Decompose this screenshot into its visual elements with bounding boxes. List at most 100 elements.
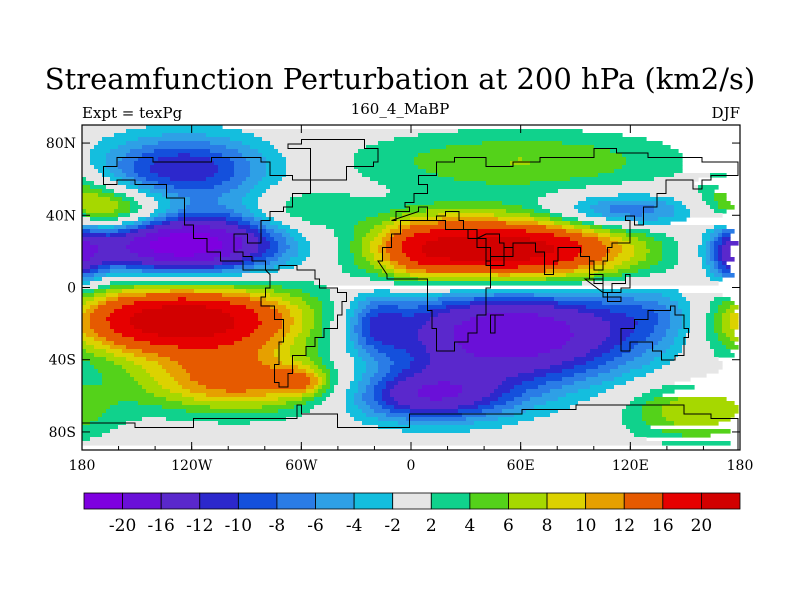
contour-cell	[130, 229, 139, 234]
contour-cell	[258, 229, 267, 234]
contour-cell	[682, 313, 691, 318]
contour-cell	[714, 245, 719, 250]
contour-cell	[382, 269, 395, 274]
contour-cell	[150, 241, 223, 246]
contour-cell	[350, 317, 359, 322]
contour-cell	[254, 217, 263, 222]
contour-cell	[666, 349, 683, 354]
contour-cell	[654, 205, 675, 210]
contour-cell	[366, 257, 375, 262]
contour-cell	[630, 265, 651, 270]
contour-cell	[142, 261, 223, 266]
contour-cell	[422, 385, 463, 390]
contour-cell	[650, 249, 663, 254]
contour-cell	[610, 329, 635, 334]
contour-cell	[258, 181, 279, 186]
contour-cell	[526, 229, 567, 234]
contour-cell	[622, 273, 651, 278]
contour-cell	[330, 337, 347, 342]
contour-cell	[82, 173, 103, 178]
contour-cell	[306, 385, 315, 390]
contour-cell	[154, 393, 183, 398]
contour-cell	[206, 177, 231, 182]
contour-cell	[122, 305, 163, 310]
contour-cell	[90, 229, 119, 234]
contour-cell	[134, 221, 143, 226]
contour-cell	[302, 393, 315, 398]
contour-cell	[242, 213, 255, 218]
contour-cell	[402, 213, 439, 218]
contour-cell	[630, 257, 647, 262]
contour-cell	[270, 241, 279, 246]
contour-cell	[642, 305, 667, 310]
contour-cell	[286, 209, 391, 214]
contour-cell	[346, 317, 351, 322]
contour-cell	[258, 237, 267, 242]
contour-cell	[290, 329, 303, 334]
contour-cell	[714, 197, 727, 202]
contour-cell	[638, 269, 667, 274]
contour-cell	[706, 317, 715, 322]
contour-cell	[370, 277, 395, 282]
contour-cell	[714, 253, 719, 258]
colorbar-box	[585, 492, 625, 510]
contour-cell	[358, 341, 367, 346]
contour-cell	[562, 361, 587, 366]
contour-cell	[678, 329, 691, 334]
contour-cell	[262, 405, 295, 410]
contour-cell	[170, 233, 211, 238]
contour-cell	[634, 329, 655, 334]
contour-cell	[82, 129, 127, 134]
contour-cell	[362, 393, 375, 398]
contour-cell	[382, 229, 391, 234]
contour-cell	[698, 245, 707, 250]
contour-cell	[634, 253, 647, 258]
contour-cell	[106, 185, 127, 190]
contour-cell	[282, 317, 295, 322]
contour-cell	[90, 317, 107, 322]
contour-cell	[262, 177, 283, 182]
contour-cell	[278, 225, 291, 230]
contour-cell	[118, 229, 131, 234]
contour-cell	[650, 229, 707, 234]
contour-cell	[574, 205, 591, 210]
contour-cell	[390, 237, 407, 242]
contour-cell	[482, 397, 499, 402]
contour-cell	[262, 153, 283, 158]
contour-cell	[374, 253, 383, 258]
contour-cell	[150, 165, 219, 170]
contour-cell	[182, 401, 287, 406]
contour-cell	[410, 405, 459, 410]
contour-cell	[714, 209, 727, 214]
contour-cell	[142, 181, 159, 186]
contour-cell	[330, 325, 347, 330]
colorbar-label: -16	[147, 516, 174, 536]
colorbar-box	[160, 492, 201, 510]
contour-cell	[394, 345, 427, 350]
contour-cell	[302, 297, 319, 302]
contour-cell	[310, 357, 323, 362]
season-label: DJF	[711, 104, 740, 122]
contour-cell	[266, 161, 287, 166]
contour-cell	[270, 305, 287, 310]
contour-cell	[354, 313, 359, 318]
contour-cell	[282, 221, 311, 226]
contour-cell	[574, 333, 611, 338]
contour-cell	[82, 205, 119, 210]
contour-cell	[118, 205, 131, 210]
colorbar-box	[83, 492, 123, 510]
contour-cell	[318, 345, 331, 350]
contour-cell	[314, 325, 323, 330]
contour-cell	[462, 321, 567, 326]
contour-cell	[666, 201, 683, 206]
contour-cell	[410, 353, 431, 358]
contour-cell	[722, 273, 735, 278]
contour-cell	[674, 357, 719, 362]
contour-cell	[406, 349, 427, 354]
contour-cell	[330, 369, 339, 374]
x-tick-label: 180	[727, 458, 754, 474]
contour-cell	[646, 245, 663, 250]
contour-cell	[662, 365, 723, 370]
contour-cell	[578, 201, 599, 206]
contour-cell	[278, 249, 287, 254]
